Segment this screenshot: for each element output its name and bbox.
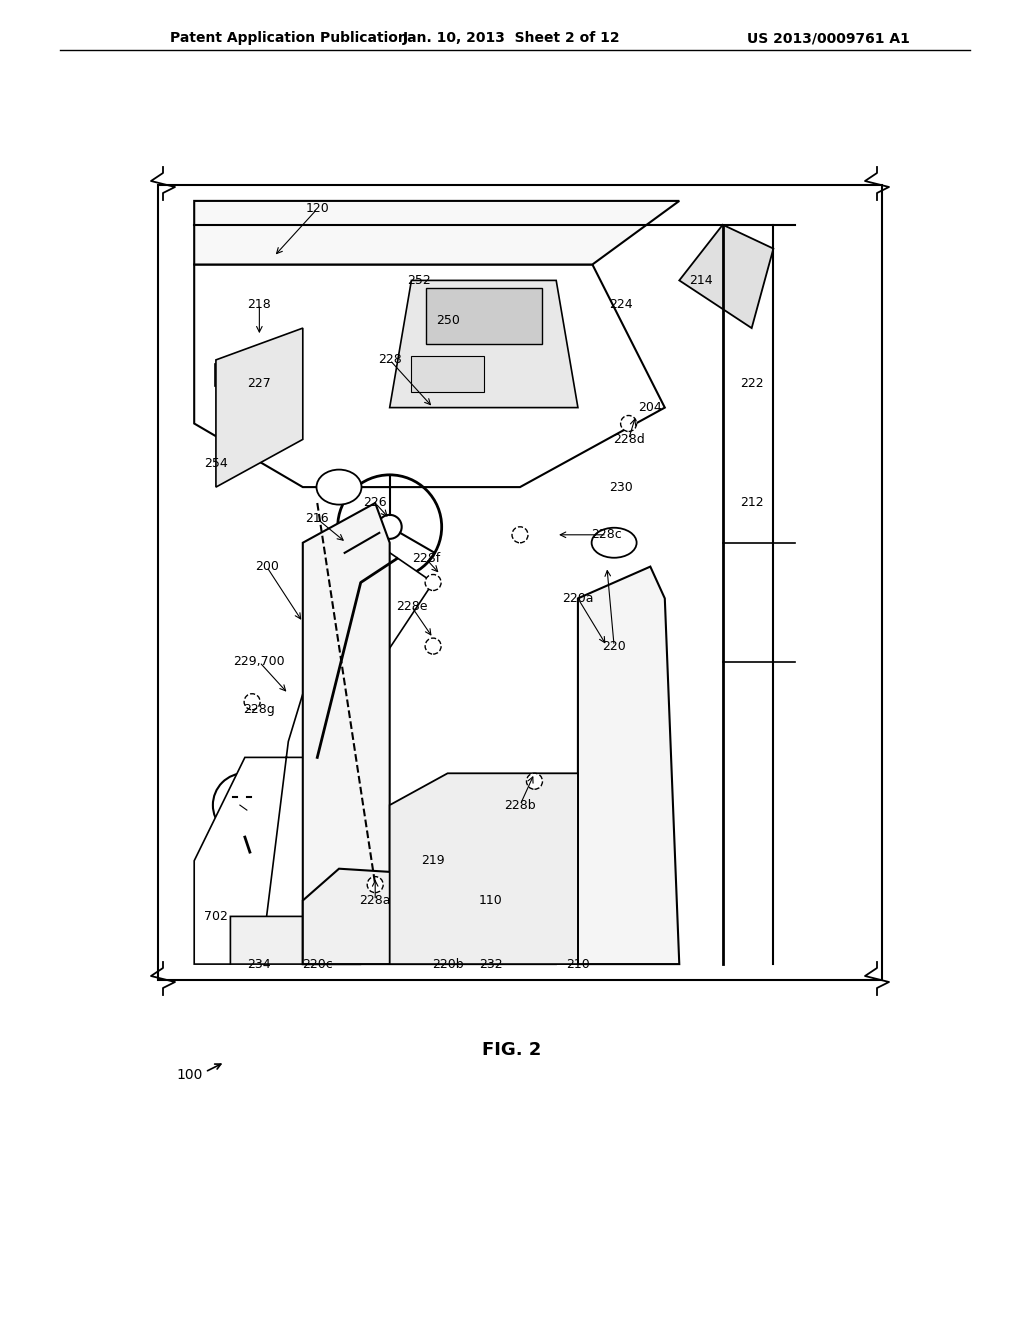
Bar	[158, 185, 882, 979]
Polygon shape	[303, 503, 390, 964]
Text: 219: 219	[421, 854, 445, 867]
Text: 234: 234	[248, 957, 271, 970]
Text: 228a: 228a	[359, 894, 391, 907]
Text: 220: 220	[602, 640, 626, 652]
Text: 227: 227	[248, 378, 271, 391]
Text: 204: 204	[638, 401, 663, 414]
Circle shape	[244, 694, 260, 710]
Text: 222: 222	[740, 378, 764, 391]
Bar	[215, 364, 244, 385]
Polygon shape	[390, 774, 578, 964]
Text: 226: 226	[364, 496, 387, 510]
Polygon shape	[390, 280, 578, 408]
Circle shape	[368, 876, 383, 892]
Circle shape	[425, 574, 441, 590]
Text: US 2013/0009761 A1: US 2013/0009761 A1	[748, 30, 910, 45]
Text: 702: 702	[204, 909, 228, 923]
Text: 100: 100	[177, 1068, 203, 1082]
Text: FIG. 2: FIG. 2	[482, 1041, 542, 1059]
Text: 224: 224	[609, 298, 633, 310]
Bar	[412, 356, 483, 392]
Text: 228c: 228c	[592, 528, 623, 541]
Polygon shape	[578, 566, 679, 964]
Text: 228: 228	[378, 354, 401, 367]
Text: 230: 230	[609, 480, 633, 494]
Text: 228e: 228e	[395, 599, 427, 612]
Text: 216: 216	[305, 512, 329, 525]
Circle shape	[512, 527, 528, 543]
Text: 229,700: 229,700	[233, 656, 285, 668]
Circle shape	[526, 774, 543, 789]
Text: 228f: 228f	[412, 552, 440, 565]
Text: 210: 210	[566, 957, 590, 970]
Ellipse shape	[316, 470, 361, 504]
Text: 120: 120	[305, 202, 329, 215]
Text: 232: 232	[479, 957, 503, 970]
Text: 254: 254	[204, 457, 227, 470]
Text: 250: 250	[435, 314, 460, 326]
Bar	[426, 288, 542, 345]
Text: Jan. 10, 2013  Sheet 2 of 12: Jan. 10, 2013 Sheet 2 of 12	[403, 30, 621, 45]
Text: 214: 214	[689, 275, 713, 286]
Text: 110: 110	[479, 894, 503, 907]
Text: 220b: 220b	[432, 957, 464, 970]
Text: 228g: 228g	[244, 704, 275, 717]
Text: 228b: 228b	[504, 799, 536, 812]
Text: 200: 200	[255, 560, 279, 573]
Circle shape	[223, 366, 238, 380]
Polygon shape	[230, 916, 462, 964]
Polygon shape	[195, 201, 679, 264]
Circle shape	[425, 638, 441, 655]
Text: 220c: 220c	[302, 957, 333, 970]
Polygon shape	[216, 329, 303, 487]
Circle shape	[621, 416, 637, 432]
Ellipse shape	[592, 528, 637, 558]
Text: 228d: 228d	[612, 433, 644, 446]
Text: 252: 252	[407, 275, 430, 286]
Polygon shape	[195, 543, 433, 964]
Circle shape	[213, 774, 276, 837]
Text: Patent Application Publication: Patent Application Publication	[170, 30, 408, 45]
Polygon shape	[303, 869, 593, 964]
Text: 218: 218	[248, 298, 271, 310]
Polygon shape	[679, 224, 773, 329]
Text: 220a: 220a	[562, 591, 594, 605]
Text: 212: 212	[740, 496, 764, 510]
